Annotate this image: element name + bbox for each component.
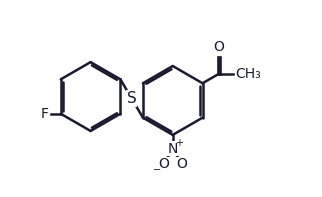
Text: −: − — [153, 165, 161, 175]
Text: F: F — [41, 107, 49, 121]
Text: O: O — [176, 157, 187, 171]
Text: S: S — [127, 91, 137, 106]
Text: O: O — [158, 157, 169, 171]
Text: N: N — [167, 142, 178, 156]
Text: O: O — [213, 40, 224, 54]
Text: +: + — [175, 138, 183, 148]
Text: CH₃: CH₃ — [235, 67, 261, 81]
